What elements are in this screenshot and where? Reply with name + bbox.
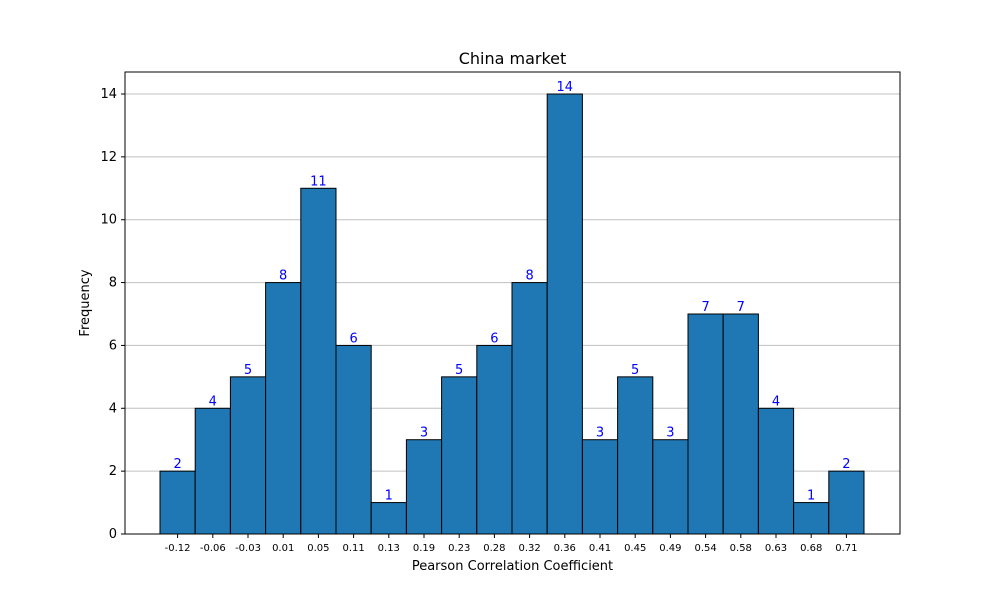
x-tick-label: 0.36 xyxy=(554,543,576,554)
x-tick-label: 0.58 xyxy=(730,543,752,554)
bar-value-label: 11 xyxy=(310,174,327,189)
bar-layer xyxy=(159,93,865,535)
x-tick-label: -0.03 xyxy=(235,543,261,554)
x-tick-label: 0.13 xyxy=(378,543,400,554)
bar-0.05 xyxy=(300,187,337,535)
bar-value-label: 14 xyxy=(557,80,574,95)
chart-title: China market xyxy=(459,49,567,68)
bar-value-label: 5 xyxy=(244,363,252,378)
x-tick-label: 0.19 xyxy=(413,543,435,554)
x-tick-label: 0.45 xyxy=(624,543,646,554)
x-tick-label: -0.06 xyxy=(200,543,226,554)
bar-value-label: 7 xyxy=(701,300,709,315)
bar-0.19 xyxy=(405,439,443,535)
y-tick-label: 14 xyxy=(100,87,117,102)
y-axis-label: Frequency xyxy=(78,269,93,336)
bar-value-label: 5 xyxy=(631,363,639,378)
bar-0.54 xyxy=(687,313,724,535)
bar-value-label: 3 xyxy=(596,426,604,441)
bar-value-label: 5 xyxy=(455,363,463,378)
bar-0.58 xyxy=(722,313,759,535)
plot-frame xyxy=(124,71,901,535)
bar-0.49 xyxy=(652,439,689,535)
y-tick-label: 4 xyxy=(109,401,117,416)
bar-value-label: 4 xyxy=(209,394,217,409)
bar-0.71 xyxy=(828,470,865,535)
bar-0.13 xyxy=(370,502,407,535)
x-tick-label: 0.41 xyxy=(589,543,611,554)
x-tick-label: 0.63 xyxy=(765,543,787,554)
bar-0.11 xyxy=(335,344,372,535)
bar-0.63 xyxy=(757,407,795,535)
bar-value-label: 3 xyxy=(666,426,674,441)
x-tick-label: 0.71 xyxy=(835,543,857,554)
x-tick-label: 0.01 xyxy=(272,543,294,554)
bar-value-label: 3 xyxy=(420,426,428,441)
bar-0.28 xyxy=(476,344,513,535)
y-tick-label: 2 xyxy=(109,464,117,479)
bar-value-label: 4 xyxy=(772,394,780,409)
bar-0.23 xyxy=(441,376,478,535)
bar-value-label: 2 xyxy=(842,457,850,472)
y-tick-label: 12 xyxy=(100,150,117,165)
bar-0.36 xyxy=(546,93,583,535)
bar--0.06 xyxy=(194,407,231,535)
y-tick-label: 0 xyxy=(109,527,117,542)
bar-value-label: 6 xyxy=(349,331,357,346)
bar-0.41 xyxy=(581,439,619,535)
x-tick-label: 0.05 xyxy=(307,543,329,554)
x-tick-label: 0.23 xyxy=(448,543,470,554)
bar-value-label: 8 xyxy=(525,269,533,284)
bar-0.01 xyxy=(265,282,302,535)
x-axis-label: Pearson Correlation Coefficient xyxy=(412,559,613,574)
x-tick-label: 0.32 xyxy=(518,543,540,554)
y-tick-label: 10 xyxy=(100,213,117,228)
x-tick-label: 0.49 xyxy=(659,543,681,554)
bar-value-label: 1 xyxy=(385,489,393,504)
bar-0.32 xyxy=(511,282,548,535)
x-tick-label: -0.12 xyxy=(165,543,191,554)
y-tick-label: 6 xyxy=(109,338,117,353)
bar--0.03 xyxy=(229,376,267,535)
data-label-layer: 2 4 5 8 11 6 1 3 5 6 8 14 3 5 3 7 7 4 1 2 xyxy=(173,80,850,504)
x-tick-label: 0.11 xyxy=(342,543,364,554)
bar-value-label: 1 xyxy=(807,489,815,504)
x-tick-label: 0.54 xyxy=(694,543,716,554)
bar-value-label: 2 xyxy=(173,457,181,472)
bar-value-label: 6 xyxy=(490,331,498,346)
x-tick-label: 0.68 xyxy=(800,543,822,554)
bar--0.12 xyxy=(159,470,196,535)
x-tick-label: 0.28 xyxy=(483,543,505,554)
bar-0.68 xyxy=(793,502,830,535)
y-tick-label: 8 xyxy=(109,276,117,291)
bar-value-label: 7 xyxy=(737,300,745,315)
bar-0.45 xyxy=(617,376,654,535)
bar-value-label: 8 xyxy=(279,269,287,284)
